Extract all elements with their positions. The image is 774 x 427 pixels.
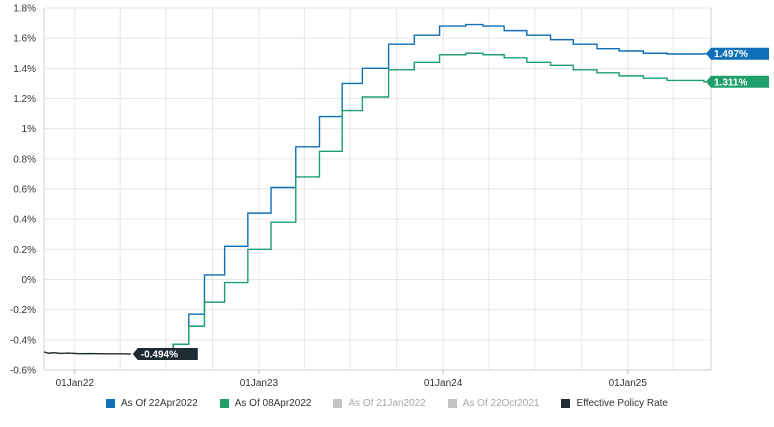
legend-label: As Of 22Apr2022 <box>121 398 198 409</box>
legend-item-as-of-22oct2021[interactable]: As Of 22Oct2021 <box>447 398 540 409</box>
legend-item-as-of-21jan2022[interactable]: As Of 21Jan2022 <box>333 398 426 409</box>
end-label-text: 1.311% <box>714 77 747 88</box>
y-tick-label: -0.4% <box>10 335 36 346</box>
end-label-text: 1.497% <box>714 49 748 60</box>
x-tick-label: 01Jan22 <box>56 378 95 389</box>
legend-label: As Of 08Apr2022 <box>234 398 312 409</box>
legend-label: Effective Policy Rate <box>576 398 668 409</box>
legend-label: As Of 21Jan2022 <box>348 398 426 409</box>
y-tick-label: 0.4% <box>13 215 36 226</box>
legend-swatch <box>333 399 343 408</box>
y-tick-label: -0.2% <box>10 305 36 316</box>
legend-label: As Of 22Oct2021 <box>462 398 540 409</box>
legend-item-as-of-22apr2022[interactable]: As Of 22Apr2022 <box>106 398 198 409</box>
end-label-bg <box>132 348 198 361</box>
y-tick-label: 1.6% <box>13 34 36 45</box>
y-tick-label: 0.6% <box>13 185 36 196</box>
chart-legend: As Of 22Apr2022 As Of 08Apr2022 As Of 21Ja… <box>0 398 774 409</box>
legend-item-as-of-08apr2022[interactable]: As Of 08Apr2022 <box>219 398 312 409</box>
y-tick-label: 0.2% <box>13 245 36 256</box>
y-tick-label: 0.8% <box>13 154 36 165</box>
x-tick-label: 01Jan24 <box>424 378 463 389</box>
end-label-text: -0.494% <box>141 350 178 361</box>
forward-rate-chart: 1.8% 1.6% 1.4% 1.2% 1% 0.8% 0.6% 0.4% 0.2% 0% -0.2… <box>10 4 769 389</box>
end-label-bg <box>706 75 769 88</box>
end-label-as-of-08apr2022: 1.311% <box>706 75 769 88</box>
legend-swatch <box>447 399 457 408</box>
y-tick-label: -0.6% <box>10 366 36 377</box>
series-line-as-of-22apr2022 <box>144 23 711 355</box>
y-tick-label: 1.8% <box>13 4 36 15</box>
x-tick-label: 01Jan23 <box>240 378 279 389</box>
legend-swatch <box>106 399 116 408</box>
legend-swatch <box>219 399 229 408</box>
series-line-effective-policy-rate <box>43 351 131 355</box>
legend-item-effective-policy-rate[interactable]: Effective Policy Rate <box>561 398 668 409</box>
y-tick-label: 0% <box>22 275 37 286</box>
series-line-as-of-08apr2022 <box>144 52 711 355</box>
y-tick-label: 1% <box>22 124 37 135</box>
end-label-policy-rate: -0.494% <box>132 348 198 361</box>
y-tick-label: 1.2% <box>13 94 36 105</box>
end-label-as-of-22apr2022: 1.497% <box>706 47 769 60</box>
legend-swatch <box>561 399 571 408</box>
end-label-bg <box>706 47 769 60</box>
y-tick-label: 1.4% <box>13 64 36 75</box>
x-tick-label: 01Jan25 <box>609 378 648 389</box>
